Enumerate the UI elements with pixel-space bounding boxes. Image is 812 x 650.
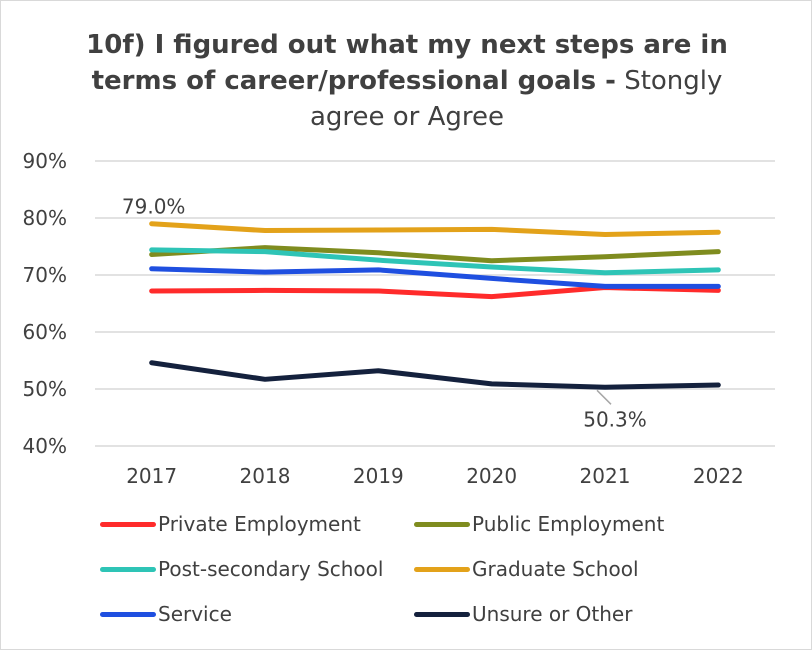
data-label: 50.3% xyxy=(583,407,647,431)
x-tick-label: 2022 xyxy=(693,464,744,488)
series-line-unsure-or-other xyxy=(149,360,721,390)
y-tick-label: 70% xyxy=(23,263,67,287)
legend-item: Graduate School xyxy=(414,557,639,581)
x-tick-label: 2020 xyxy=(466,464,517,488)
legend-label: Public Employment xyxy=(472,512,665,536)
series-line-service xyxy=(149,266,721,289)
chart-title: 10f) I figured out what my next steps ar… xyxy=(61,27,753,135)
legend-swatch xyxy=(414,611,470,617)
series-line-graduate-school xyxy=(149,221,721,238)
legend-label: Post-secondary School xyxy=(158,557,384,581)
y-tick-label: 40% xyxy=(23,434,67,458)
legend-item: Unsure or Other xyxy=(414,602,632,626)
data-label: 79.0% xyxy=(122,195,186,219)
y-tick-label: 90% xyxy=(23,149,67,173)
legend-item: Private Employment xyxy=(100,512,361,536)
series-line-post-secondary-school xyxy=(149,247,721,276)
chart-title-bold: 10f) I figured out what my next steps ar… xyxy=(86,30,728,96)
y-tick-label: 50% xyxy=(23,377,67,401)
x-tick-label: 2018 xyxy=(240,464,291,488)
legend-swatch xyxy=(414,521,470,527)
x-tick-label: 2017 xyxy=(126,464,177,488)
y-tick-label: 80% xyxy=(23,206,67,230)
legend-item: Service xyxy=(100,602,232,626)
legend-item: Public Employment xyxy=(414,512,664,536)
legend-label: Private Employment xyxy=(158,512,361,536)
series-line-public-employment xyxy=(149,245,721,264)
legend-swatch xyxy=(100,611,156,617)
legend-item: Post-secondary School xyxy=(100,557,383,581)
legend-swatch xyxy=(100,566,156,572)
chart-title-normal: Stongly agree or Agree xyxy=(309,66,723,132)
x-tick-label: 2021 xyxy=(580,464,631,488)
legend-swatch xyxy=(100,521,156,527)
legend-label: Unsure or Other xyxy=(472,602,633,626)
legend-label: Service xyxy=(158,602,232,626)
legend-label: Graduate School xyxy=(472,557,639,581)
legend-swatch xyxy=(414,566,470,572)
y-tick-label: 60% xyxy=(23,320,67,344)
leader-line xyxy=(596,389,612,405)
x-tick-label: 2019 xyxy=(353,464,404,488)
series-line-private-employment xyxy=(149,285,721,300)
